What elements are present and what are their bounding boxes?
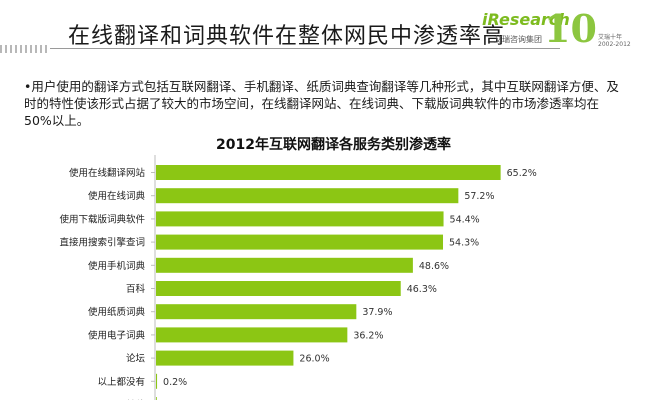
bar xyxy=(156,373,158,389)
category-label: 直接用搜索引擎查词 xyxy=(59,237,145,249)
bar xyxy=(156,397,157,400)
header-decoration xyxy=(0,45,48,53)
value-label: 54.3% xyxy=(449,238,479,249)
logo-ten-years: 10 xyxy=(544,6,597,51)
bar xyxy=(156,327,348,343)
bar xyxy=(156,211,444,227)
value-label: 57.2% xyxy=(464,191,494,202)
category-label: 使用在线翻译网站 xyxy=(69,167,146,179)
chart-title: 2012年互联网翻译各服务类别渗透率 xyxy=(216,137,451,153)
bar xyxy=(156,304,357,320)
bar xyxy=(156,165,501,180)
bar-chart: 使用在线翻译网站 65.2% 使用在线词典 57.2% 使用下载版词典软件 54.4% 直接… xyxy=(59,155,537,400)
category-label: 使用纸质词典 xyxy=(88,306,146,318)
bar xyxy=(156,234,444,250)
logo-brand: iResearch xyxy=(482,10,570,29)
bar xyxy=(156,281,401,296)
iresearch-logo: iResearch 艾瑞咨询集团 10 艾瑞十年 2002-2012 xyxy=(468,6,658,52)
category-label: 使用手机词典 xyxy=(88,260,146,272)
value-label: 26.0% xyxy=(299,354,329,365)
value-label: 46.3% xyxy=(407,284,437,295)
value-label: 36.2% xyxy=(353,330,383,341)
value-label: 0.2% xyxy=(163,377,187,388)
value-label: 37.9% xyxy=(362,307,392,318)
value-label: 54.4% xyxy=(450,214,480,225)
category-label: 使用在线词典 xyxy=(88,190,146,202)
bar xyxy=(156,350,294,366)
category-label: 百科 xyxy=(126,283,146,295)
logo-subtitle: 艾瑞咨询集团 xyxy=(494,35,542,44)
value-label: 65.2% xyxy=(507,168,537,179)
bar xyxy=(156,188,459,204)
logo-year: 艾瑞十年 2002-2012 xyxy=(598,34,631,48)
category-label: 以上都没有 xyxy=(97,376,145,388)
logo-year-line2: 2002-2012 xyxy=(598,41,631,48)
value-label: 48.6% xyxy=(419,261,449,272)
bar xyxy=(156,257,413,273)
page-title: 在线翻译和词典软件在整体网民中渗透率高 xyxy=(68,24,506,49)
intro-paragraph: •用户使用的翻译方式包括互联网翻译、手机翻译、纸质词典查询翻译等几种形式，其中互… xyxy=(24,79,619,128)
header-divider xyxy=(50,48,560,49)
category-label: 使用电子词典 xyxy=(88,329,146,341)
category-label: 论坛 xyxy=(126,353,146,365)
category-label: 使用下载版词典软件 xyxy=(59,213,145,225)
logo-year-line1: 艾瑞十年 xyxy=(598,34,623,41)
